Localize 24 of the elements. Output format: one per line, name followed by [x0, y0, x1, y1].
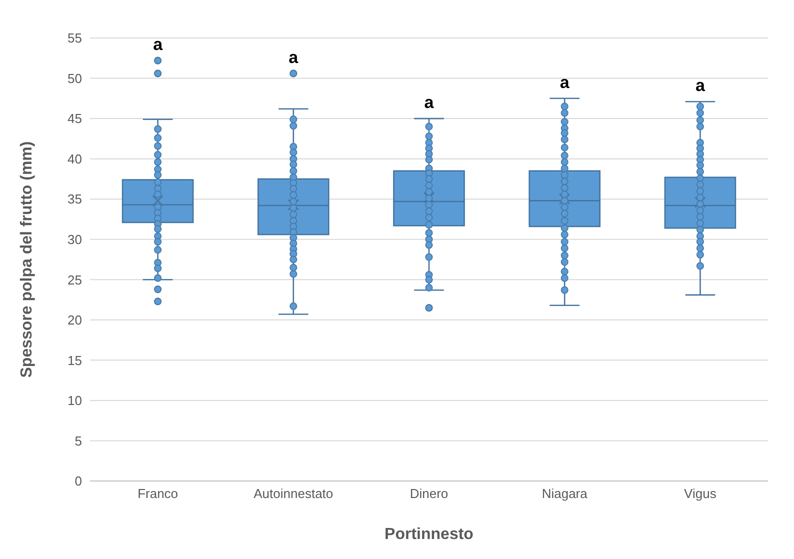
annotation: a: [560, 72, 570, 92]
y-tick-label: 0: [74, 474, 82, 489]
y-tick-label: 25: [68, 272, 82, 288]
annotation: a: [153, 35, 164, 54]
y-tick-label: 10: [68, 393, 82, 408]
y-tick-label: 35: [68, 192, 82, 207]
y-tick-label: 45: [68, 111, 82, 126]
x-tick-label: Autoinnestato: [254, 486, 334, 502]
y-tick-label: 40: [68, 151, 82, 166]
y-tick-label: 55: [68, 30, 82, 46]
y-tick-label: 30: [68, 232, 82, 247]
y-tick-label: 15: [68, 352, 82, 368]
y-tick-label: 50: [68, 70, 82, 86]
x-tick-label: Dinero: [410, 486, 448, 502]
x-tick-label: Franco: [138, 486, 178, 502]
x-tick-label: Niagara: [542, 486, 588, 502]
y-tick-label: 20: [68, 312, 82, 328]
annotation: a: [288, 48, 299, 67]
annotation: a: [695, 76, 706, 96]
x-tick-label: Vigus: [684, 486, 717, 502]
annotation: a: [424, 93, 434, 112]
y-tick-label: 5: [74, 433, 82, 448]
y-axis-title: Spessore polpa del frutto (mm): [18, 141, 36, 378]
x-axis-title: Portinnesto: [384, 526, 474, 543]
